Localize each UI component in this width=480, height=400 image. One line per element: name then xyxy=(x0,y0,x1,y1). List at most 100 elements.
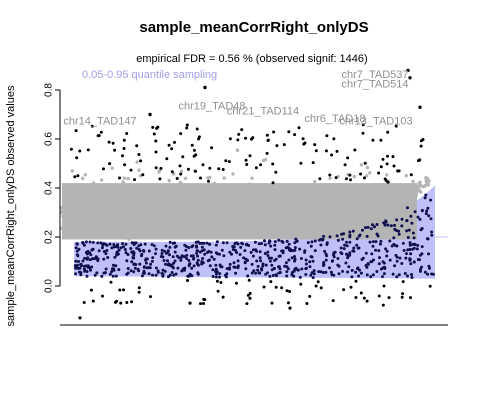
outlier-point-high xyxy=(271,181,275,185)
significant-point xyxy=(179,258,183,262)
gray-point xyxy=(92,203,97,207)
gray-point xyxy=(311,213,316,217)
significant-point xyxy=(84,240,88,244)
significant-point xyxy=(294,267,298,271)
significant-point xyxy=(255,259,259,263)
significant-point xyxy=(406,274,409,278)
gray-point xyxy=(140,190,144,194)
gray-point xyxy=(336,198,340,202)
outlier-point-high xyxy=(349,178,352,182)
significant-point xyxy=(281,240,285,244)
gray-point xyxy=(326,229,331,234)
significant-point xyxy=(322,261,326,264)
significant-point xyxy=(361,228,364,232)
outlier-point-high xyxy=(394,124,398,128)
gray-point xyxy=(350,188,354,192)
outlier-point-low xyxy=(381,303,385,307)
gray-point xyxy=(344,188,349,192)
significant-point xyxy=(274,273,278,277)
gray-point xyxy=(248,221,252,226)
outlier-point-low xyxy=(365,299,369,303)
gray-point xyxy=(348,214,352,218)
outlier-point-high xyxy=(419,144,423,148)
outlier-point-high xyxy=(386,180,390,184)
significant-point xyxy=(94,255,98,259)
significant-point xyxy=(137,248,141,251)
gray-point xyxy=(82,212,86,216)
gray-point xyxy=(187,230,191,235)
significant-point xyxy=(278,254,282,258)
gray-point xyxy=(256,204,260,209)
gray-point xyxy=(88,188,92,193)
y-tick-label: 0.8 xyxy=(44,83,55,97)
gray-point xyxy=(126,183,130,187)
outlier-point-low xyxy=(114,300,117,304)
gray-point xyxy=(145,191,149,196)
gray-point xyxy=(150,221,154,225)
outlier-point-high xyxy=(78,149,82,153)
gray-point xyxy=(404,201,409,205)
gray-point xyxy=(117,216,122,221)
gray-point xyxy=(250,176,254,180)
y-tick-label: 0.6 xyxy=(44,132,55,146)
significant-point xyxy=(124,242,128,246)
gray-point xyxy=(386,211,390,216)
significant-point xyxy=(335,234,339,238)
significant-point xyxy=(185,257,189,260)
gray-point xyxy=(308,185,312,190)
significant-point xyxy=(339,246,343,250)
significant-point xyxy=(202,241,206,245)
gray-point xyxy=(322,228,326,233)
significant-point xyxy=(81,259,85,263)
gray-point xyxy=(175,196,180,200)
significant-point xyxy=(293,246,297,250)
significant-point xyxy=(423,270,427,274)
gray-point xyxy=(133,227,137,231)
gray-point xyxy=(119,211,123,215)
significant-point xyxy=(228,250,232,254)
outlier-point-low xyxy=(359,291,363,295)
outlier-point-high xyxy=(122,147,126,150)
outlier-point-high xyxy=(244,136,248,140)
gray-point xyxy=(202,209,207,214)
significant-point xyxy=(371,273,375,277)
significant-point xyxy=(395,218,399,222)
gray-point xyxy=(240,220,245,224)
gray-point xyxy=(189,221,193,226)
outlier-point-high xyxy=(178,164,182,168)
tad-label: chr13_TAD103 xyxy=(339,115,412,127)
gray-point xyxy=(340,206,344,210)
significant-point xyxy=(346,254,350,258)
gray-point xyxy=(178,217,183,221)
gray-point xyxy=(372,206,376,211)
significant-point xyxy=(408,241,412,245)
gray-point xyxy=(228,227,232,231)
gray-point xyxy=(272,227,277,231)
significant-point xyxy=(336,257,340,260)
significant-point xyxy=(343,243,347,247)
gray-point xyxy=(377,212,381,216)
gray-point xyxy=(389,198,393,202)
significant-point xyxy=(117,248,121,252)
significant-point xyxy=(88,266,92,270)
gray-point xyxy=(152,194,157,198)
outlier-point-high xyxy=(361,131,365,135)
significant-point xyxy=(336,238,340,242)
gray-point xyxy=(379,215,383,220)
gray-point xyxy=(112,189,117,194)
outlier-point-high xyxy=(75,156,79,160)
gray-point xyxy=(63,199,67,203)
gray-point xyxy=(370,210,374,215)
outlier-point-low xyxy=(377,294,381,298)
gray-point xyxy=(219,206,223,211)
gray-point xyxy=(193,189,197,193)
gray-point xyxy=(125,204,129,208)
gray-point xyxy=(242,205,246,210)
gray-point xyxy=(298,201,302,206)
outlier-point-high xyxy=(227,160,231,164)
gray-point xyxy=(209,188,214,192)
gray-point xyxy=(139,224,143,228)
gray-point xyxy=(125,197,129,201)
outlier-point-high xyxy=(409,173,413,177)
significant-point xyxy=(171,255,175,259)
